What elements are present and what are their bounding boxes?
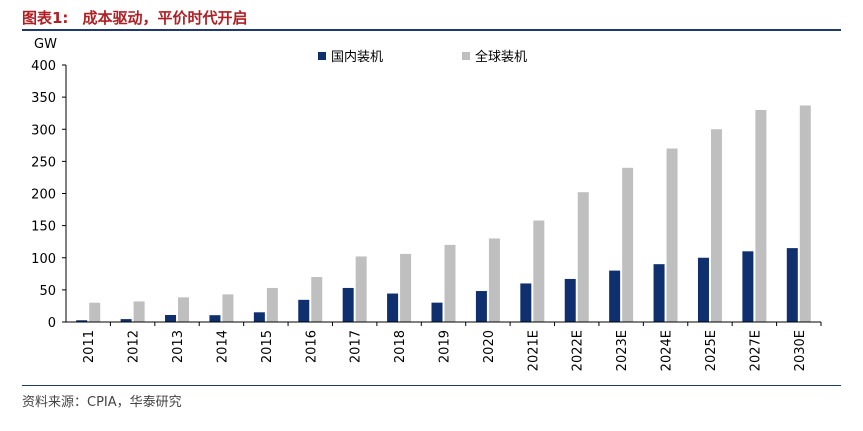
bar-domestic [609,270,621,322]
y-tick-label: 200 [31,188,56,203]
bar-domestic [786,248,798,322]
bar-domestic [120,319,132,322]
source-note: 资料来源：CPIA，华泰研究 [22,395,182,410]
legend-label-domestic: 国内装机 [331,49,383,65]
x-tick-label: 2013 [171,330,186,363]
y-tick-label: 100 [31,252,56,267]
y-tick-label: 350 [31,91,56,106]
bar-global [222,294,234,322]
bar-domestic [475,291,487,322]
y-tick-label: 250 [31,155,56,170]
bar-global [355,256,367,322]
bar-domestic [697,257,709,322]
legend-label-global: 全球装机 [475,49,527,65]
y-tick-label: 0 [48,316,56,331]
x-tick-label: 2020 [482,330,497,363]
bar-global [755,109,767,322]
x-tick-label: 2030E [793,330,808,371]
bar-global [577,192,589,322]
bar-global [89,302,101,322]
bar-domestic [564,278,576,322]
bar-global [622,167,634,322]
bar-global [799,105,811,322]
bar-global [533,220,545,322]
bar-domestic [387,293,399,322]
bar-global [133,301,145,322]
figure-label: 图表1: [22,9,69,27]
bar-domestic [742,251,754,322]
legend-swatch-domestic [318,52,326,60]
x-tick-label: 2017 [349,330,364,363]
x-tick-label: 2014 [215,330,230,363]
bar-global [178,297,190,322]
bar-global [311,277,323,322]
y-axis-unit: GW [34,37,57,52]
bar-global [266,287,278,322]
x-tick-label: 2021E [526,330,541,371]
x-tick-label: 2018 [393,330,408,363]
legend-swatch-global [462,52,470,60]
bar-global [444,244,456,322]
source-divider [22,385,841,386]
bar-domestic [253,312,265,322]
x-tick-label: 2022E [571,330,586,371]
figure-title-text: 成本驱动，平价时代开启 [82,9,248,27]
x-tick-label: 2023E [615,330,630,371]
x-tick-label: 2019 [438,330,453,363]
bar-domestic [342,287,354,322]
bar-global [710,129,722,322]
y-tick-label: 150 [31,220,56,235]
x-tick-label: 2027E [748,330,763,371]
figure-title: 图表1: 成本驱动，平价时代开启 [22,7,247,28]
y-tick-label: 300 [31,123,56,138]
x-tick-label: 2015 [260,330,275,363]
title-divider [22,29,841,31]
bar-domestic [520,283,532,322]
bar-global [488,238,500,322]
bar-domestic [298,299,310,322]
x-tick-label: 2012 [127,330,142,363]
figure-header: 图表1: 成本驱动，平价时代开启 [0,0,863,31]
y-tick-label: 50 [39,284,56,299]
bar-domestic [76,320,88,322]
x-tick-label: 2025E [704,330,719,371]
y-tick-label: 400 [31,59,56,74]
bar-domestic [431,302,443,322]
bar-global [666,148,678,322]
bar-global [400,253,412,322]
bar-domestic [209,315,221,322]
bar-domestic [653,264,665,322]
bar-domestic [165,314,177,322]
x-tick-label: 2016 [304,330,319,363]
x-tick-label: 2011 [82,330,97,363]
x-tick-label: 2024E [660,330,675,371]
